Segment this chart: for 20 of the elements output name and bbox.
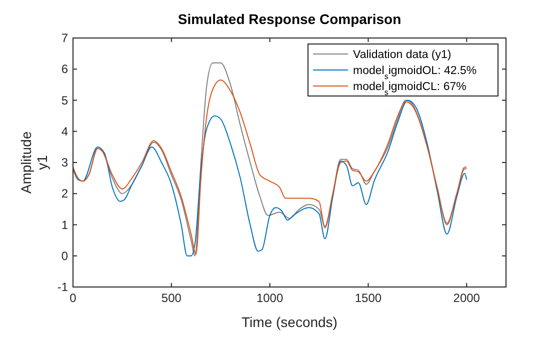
- x-tick-label: 1500: [354, 291, 382, 305]
- legend-label: model$_{s}$igmoidCL: 67%: [353, 81, 466, 96]
- x-tick-label: 1000: [256, 291, 284, 305]
- x-axis-title: Time (seconds): [242, 314, 338, 330]
- x-tick-label: 2000: [453, 291, 480, 305]
- y-tick-label: 6: [61, 62, 68, 76]
- y-tick-label: 0: [61, 248, 68, 263]
- y-tick-label: -1: [57, 280, 68, 294]
- y-tick-label: 1: [61, 218, 68, 232]
- legend-label: model$_{s}$igmoidOL: 42.5%: [353, 65, 477, 80]
- legend-label: Validation data (y1): [353, 49, 452, 61]
- x-tick-label: 0: [70, 291, 77, 305]
- chart-title: Simulated Response Comparison: [178, 11, 402, 27]
- y-tick-label: 2: [61, 186, 68, 201]
- y-tick-label: 7: [61, 31, 68, 45]
- x-tick-label: 500: [161, 291, 182, 305]
- y-tick-label: 5: [61, 93, 68, 108]
- y-tick-label: 3: [61, 156, 68, 170]
- y-tick-label: 4: [61, 124, 68, 138]
- y-axis-title: Amplitude y1: [18, 131, 50, 194]
